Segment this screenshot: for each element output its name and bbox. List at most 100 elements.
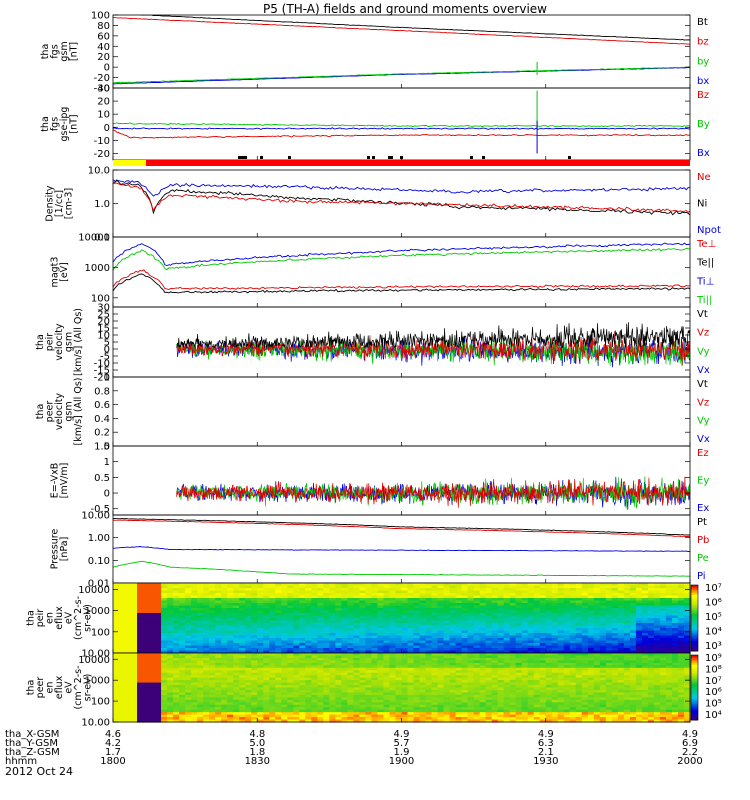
- spectrogram-cell: [623, 645, 631, 649]
- spectrogram-cell: [227, 699, 234, 703]
- colorbar-swatch: [691, 629, 698, 632]
- spectrogram-cell: [671, 618, 679, 622]
- spectrogram-cell: [629, 625, 637, 629]
- spectrogram-cell: [221, 682, 228, 686]
- spectrogram-cell: [563, 630, 571, 634]
- spectrogram-cell: [365, 704, 373, 708]
- spectrogram-cell: [551, 615, 559, 619]
- spectrogram-cell: [257, 704, 264, 708]
- spectrogram-cell: [317, 643, 324, 647]
- spectrogram-cell: [113, 680, 120, 684]
- spectrogram-cell: [257, 640, 264, 644]
- colorbar-swatch: [691, 626, 698, 629]
- spectrogram-cell: [257, 712, 264, 716]
- spectrogram-cell: [281, 682, 288, 686]
- spectrogram-cell: [167, 694, 174, 698]
- colorbar-swatch: [691, 613, 698, 616]
- spectrogram-cell: [455, 682, 463, 686]
- spectrogram-cell: [335, 625, 342, 629]
- spectrogram-cell: [479, 645, 487, 649]
- spectrogram-cell: [551, 603, 559, 607]
- spectrogram-cell: [281, 702, 288, 706]
- spectrogram-cell: [401, 653, 409, 657]
- spectrogram-cell: [473, 667, 481, 671]
- spectrogram-cell: [287, 613, 294, 617]
- spectrogram-cell: [371, 638, 379, 642]
- spectrogram-cell: [509, 657, 517, 661]
- spectrogram-cell: [173, 648, 180, 652]
- spectrogram-cell: [479, 692, 487, 696]
- spectrogram-cell: [125, 675, 132, 679]
- spectrogram-cell: [407, 583, 415, 587]
- spectrogram-cell: [653, 618, 661, 622]
- spectrogram-cell: [515, 653, 523, 657]
- spectrogram-cell: [323, 655, 330, 659]
- spectrogram-cell: [203, 630, 210, 634]
- spectrogram-cell: [137, 625, 144, 629]
- spectrogram-cell: [491, 677, 499, 681]
- spectrogram-cell: [455, 680, 463, 684]
- spectrogram-cell: [317, 697, 324, 701]
- spectrogram-cell: [419, 707, 427, 711]
- spectrogram-cell: [125, 672, 132, 676]
- spectrogram-cell: [383, 605, 391, 609]
- spectrogram-cell: [353, 635, 361, 639]
- spectrogram-cell: [269, 605, 276, 609]
- spectrogram-cell: [359, 583, 367, 587]
- spectrogram-cell: [293, 697, 300, 701]
- spectrogram-cell: [461, 680, 469, 684]
- spectrogram-cell: [305, 662, 312, 666]
- spectrogram-cell: [473, 717, 481, 721]
- spectrogram-cell: [497, 662, 505, 666]
- spectrogram-cell: [353, 707, 361, 711]
- spectrogram-cell: [293, 615, 300, 619]
- legend-item-Npot: Npot: [697, 225, 721, 236]
- spectrogram-cell: [443, 670, 451, 674]
- spectrogram-cell: [191, 682, 198, 686]
- spectrogram-cell: [143, 714, 150, 718]
- spectrogram-cell: [521, 662, 529, 666]
- spectrogram-cell: [125, 583, 132, 587]
- spectrogram-cell: [425, 633, 433, 637]
- spectrogram-cell: [515, 588, 523, 592]
- spectrogram-cell: [365, 588, 373, 592]
- spectrogram-cell: [389, 633, 397, 637]
- spectrogram-cell: [311, 643, 318, 647]
- spectrogram-cell: [119, 665, 126, 669]
- spectrogram-cell: [155, 714, 162, 718]
- spectrogram-cell: [323, 650, 330, 654]
- series-line-Ti||: [113, 247, 690, 271]
- spectrogram-cell: [425, 640, 433, 644]
- spectrogram-cell: [497, 640, 505, 644]
- spectrogram-cell: [473, 670, 481, 674]
- spectrogram-cell: [401, 677, 409, 681]
- spectrogram-cell: [491, 682, 499, 686]
- spectrogram-cell: [317, 628, 324, 632]
- spectrogram-cell: [239, 682, 246, 686]
- spectrogram-cell: [329, 680, 336, 684]
- spectrogram-cell: [197, 625, 204, 629]
- spectrogram-cell: [461, 640, 469, 644]
- spectrogram-cell: [449, 709, 457, 713]
- spectrogram-cell: [245, 590, 252, 594]
- spectrogram-cell: [521, 603, 529, 607]
- spectrogram-cell: [377, 689, 385, 694]
- spectrogram-cell: [269, 598, 276, 602]
- spectrogram-cell: [503, 588, 511, 592]
- spectrogram-cell: [233, 657, 240, 661]
- spectrogram-cell: [113, 598, 120, 602]
- spectrogram-cell: [131, 675, 138, 679]
- spectrogram-cell: [575, 620, 583, 624]
- spectrogram-cell: [263, 704, 270, 708]
- spectrogram-cell: [257, 707, 264, 711]
- spectrogram-cell: [293, 682, 300, 686]
- spectrogram-cell: [179, 638, 186, 642]
- spectrogram-cell: [263, 638, 270, 642]
- spectrogram-cell: [635, 618, 643, 622]
- spectrogram-cell: [209, 653, 216, 657]
- spectrogram-cell: [167, 682, 174, 686]
- spectrogram-cell: [251, 645, 258, 649]
- spectrogram-cell: [509, 625, 517, 629]
- spectrogram-cell: [467, 682, 475, 686]
- spectrogram-cell: [449, 670, 457, 674]
